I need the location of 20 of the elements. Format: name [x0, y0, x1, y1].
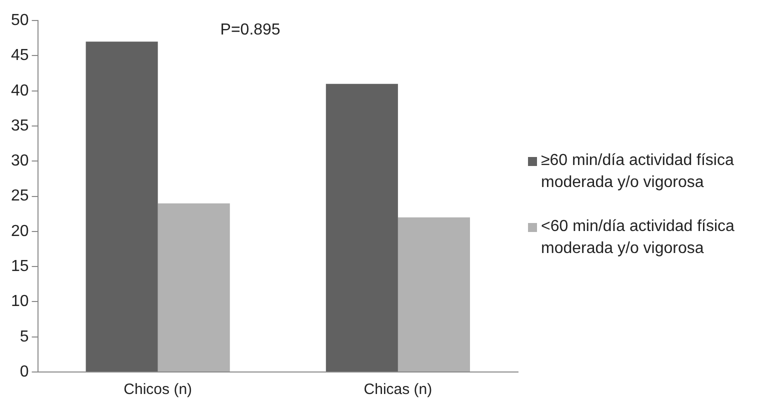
- bar: [86, 42, 158, 372]
- bar: [398, 217, 470, 372]
- y-tick-label: 5: [20, 328, 29, 346]
- annotation: P=0.895: [220, 22, 280, 39]
- y-tick-label: 30: [11, 152, 29, 170]
- y-tick-label: 45: [11, 47, 29, 64]
- y-tick-label: 10: [11, 293, 29, 310]
- y-tick-label: 35: [11, 117, 29, 134]
- bar: [158, 203, 230, 372]
- y-tick-label: 15: [11, 258, 29, 275]
- y-tick-label: 20: [11, 222, 29, 240]
- y-tick-label: 0: [20, 363, 29, 380]
- y-tick-label: 50: [11, 12, 29, 30]
- x-tick-label: Chicos (n): [124, 381, 192, 398]
- y-tick-label: 25: [11, 188, 29, 205]
- x-tick-label: Chicas (n): [364, 381, 432, 398]
- legend-label: ≥60 min/día actividad física moderada y/o vigorosa: [541, 151, 735, 193]
- legend-label: <60 min/día actividad física moderada y/o vigorosa: [541, 217, 736, 259]
- bar: [326, 84, 398, 372]
- y-tick-label: 40: [11, 82, 29, 100]
